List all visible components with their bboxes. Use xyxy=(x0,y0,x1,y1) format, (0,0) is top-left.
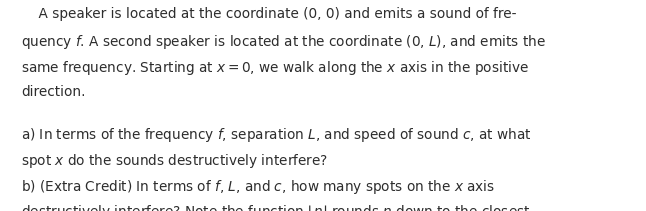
Text: destructively interfere? Note the function $\lfloor n \rfloor$ rounds $n$ down t: destructively interfere? Note the functi… xyxy=(21,203,531,211)
Text: same frequency. Starting at $x = 0$, we walk along the $x$ axis in the positive: same frequency. Starting at $x = 0$, we … xyxy=(21,59,529,77)
Text: b) (Extra Credit) In terms of $f$, $L$, and $c$, how many spots on the $x$ axis: b) (Extra Credit) In terms of $f$, $L$, … xyxy=(21,178,495,196)
Text: a) In terms of the frequency $f$, separation $L$, and speed of sound $c$, at wha: a) In terms of the frequency $f$, separa… xyxy=(21,126,532,144)
Text: quency $f$. A second speaker is located at the coordinate (0, $L$), and emits th: quency $f$. A second speaker is located … xyxy=(21,33,546,51)
Text: A speaker is located at the coordinate (0, 0) and emits a sound of fre-: A speaker is located at the coordinate (… xyxy=(21,7,517,21)
Text: spot $x$ do the sounds destructively interfere?: spot $x$ do the sounds destructively int… xyxy=(21,152,328,170)
Text: direction.: direction. xyxy=(21,85,86,99)
